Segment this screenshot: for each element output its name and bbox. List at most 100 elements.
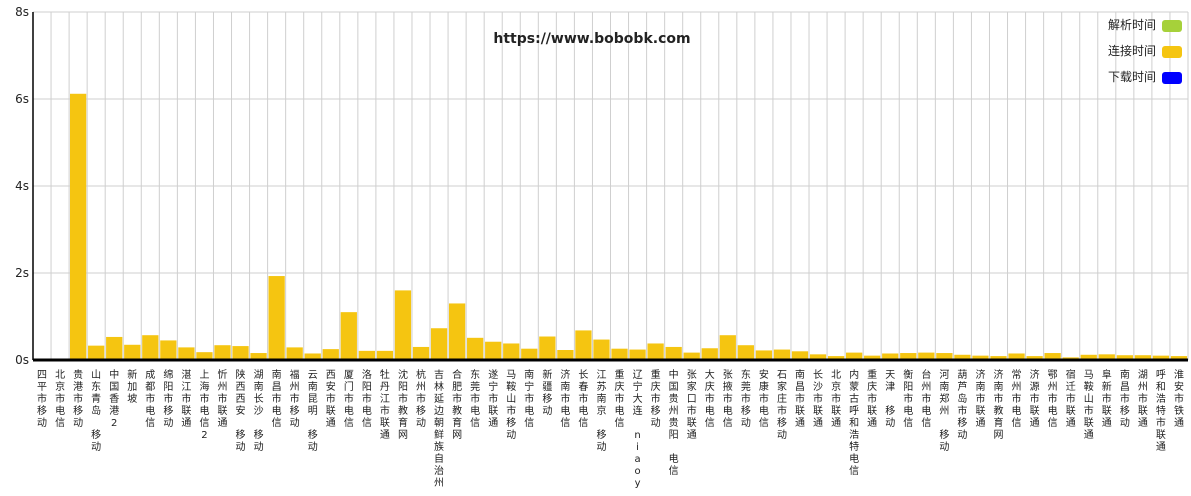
- bar: [521, 348, 538, 360]
- x-tick-label: 四平市移动: [37, 370, 47, 429]
- x-tick-label: 重庆市电信: [615, 368, 625, 429]
- x-tick-label: 成都市电信: [145, 369, 155, 429]
- bar: [629, 349, 646, 360]
- bar: [611, 348, 628, 360]
- bar: [990, 356, 1007, 360]
- bar: [196, 352, 213, 360]
- bar: [358, 350, 375, 360]
- x-tick-label: 南昌市移动: [1120, 368, 1130, 429]
- bar: [647, 343, 664, 360]
- x-tick-label: 河南郑州移动: [939, 369, 949, 453]
- x-tick-label: 南昌市电信: [272, 368, 282, 429]
- bar: [1134, 355, 1152, 360]
- x-tick-label: 上海市电信 2: [199, 369, 209, 441]
- x-tick-label: 阜新市联通: [1102, 368, 1112, 429]
- bar: [268, 276, 285, 360]
- x-tick-label: 内蒙古呼和浩特电信: [849, 368, 859, 477]
- x-tick-label: 东莞市移动: [741, 368, 751, 429]
- x-tick-label: 淮安市铁通: [1174, 369, 1184, 429]
- bar: [322, 349, 339, 360]
- x-tick-label: 沈阳市教育网: [398, 368, 408, 441]
- bar: [178, 347, 195, 360]
- x-tick-label: 合肥市教育网: [452, 368, 462, 441]
- x-tick-label: 东莞市电信: [470, 368, 480, 429]
- x-tick-label: 新加坡: [127, 368, 137, 405]
- bar: [1098, 354, 1115, 360]
- x-tick-label: 鄂州市电信: [1048, 369, 1058, 429]
- x-tick-label: 忻州市联通: [217, 368, 227, 429]
- x-tick-label: 济南市联通: [975, 368, 985, 429]
- bar: [701, 348, 718, 360]
- x-tick-label: 长沙市联通: [813, 369, 823, 429]
- bar: [88, 345, 105, 360]
- legend-label: 连接时间: [1108, 43, 1156, 58]
- x-tick-label: 呼和浩特市联通: [1156, 369, 1166, 453]
- x-tick-label: 贵港市移动: [73, 368, 83, 429]
- x-tick-label: 张家口市联通: [687, 369, 697, 441]
- bar: [232, 346, 249, 360]
- bar: [864, 355, 881, 360]
- bar: [304, 353, 321, 360]
- x-tick-label: 济南市教育网: [994, 368, 1004, 441]
- bar: [918, 352, 935, 360]
- x-tick-label: 中国贵州贵阳电信: [669, 368, 679, 477]
- bar: [1116, 355, 1133, 360]
- bar: [376, 350, 394, 360]
- x-tick-label: 吉林延边朝鲜族自治州: [434, 369, 444, 489]
- bar: [1044, 353, 1061, 360]
- x-tick-label: 遂宁市联通: [488, 368, 498, 429]
- axes: 0s 2s 4s 6s 8s: [15, 5, 1188, 367]
- x-tick-label: 山东青岛移动: [91, 369, 101, 453]
- x-tick-label: 厦门市电信: [344, 369, 354, 429]
- bar: [250, 353, 267, 360]
- y-tick-label: 4s: [15, 179, 29, 193]
- bar: [773, 349, 791, 360]
- bar: [539, 336, 556, 360]
- x-tick-label: 马鞍山市移动: [506, 369, 516, 441]
- bar: [448, 303, 466, 360]
- x-tick-label: 张掖市电信: [723, 369, 733, 429]
- legend-swatch: [1162, 72, 1182, 84]
- bar: [160, 340, 177, 360]
- bar: [809, 354, 827, 360]
- bar: [593, 339, 610, 360]
- bar: [737, 345, 754, 360]
- grid: [32, 11, 1189, 361]
- bar: [719, 335, 736, 360]
- bar: [394, 290, 412, 360]
- bar: [1026, 356, 1043, 360]
- bar: [683, 352, 700, 360]
- bar: [124, 344, 141, 360]
- x-tick-label: 长春市电信: [578, 369, 588, 429]
- bar: [340, 312, 357, 360]
- bar: [755, 350, 773, 360]
- x-tick-label: 云南昆明移动: [308, 370, 318, 453]
- y-tick-label: 6s: [15, 92, 29, 106]
- bar: [142, 335, 159, 360]
- x-tick-label: 济南市电信: [560, 368, 570, 429]
- bar: [106, 336, 123, 360]
- x-tick-label: 新疆移动: [542, 368, 552, 417]
- x-tick-label: 陕西西安移动: [236, 368, 246, 453]
- bar: [214, 345, 231, 360]
- bar: [972, 355, 989, 360]
- bar: [1170, 356, 1188, 360]
- x-tick-label: 西安市联通: [326, 370, 336, 429]
- bars: [33, 93, 1188, 360]
- bar: [827, 356, 845, 360]
- chart-title: https://www.bobobk.com: [493, 31, 690, 47]
- bar: [846, 352, 863, 360]
- x-tick-label: 石家庄市移动: [777, 370, 787, 441]
- x-tick-label: 南宁市电信: [524, 368, 534, 429]
- x-tick-label: 台州市电信: [921, 368, 931, 429]
- x-tick-label: 南昌市联通: [795, 368, 805, 429]
- x-tick-label: 福州市移动: [290, 368, 300, 429]
- x-tick-label: 衡阳市电信: [903, 369, 913, 429]
- x-tick-label: 湖南长沙移动: [254, 369, 264, 453]
- x-tick-label: 重庆市移动: [651, 368, 661, 429]
- x-tick-label: 安康市电信: [759, 368, 769, 429]
- x-tick-label: 中国香港 2: [109, 368, 119, 429]
- bar: [69, 93, 87, 360]
- bar: [1080, 354, 1097, 360]
